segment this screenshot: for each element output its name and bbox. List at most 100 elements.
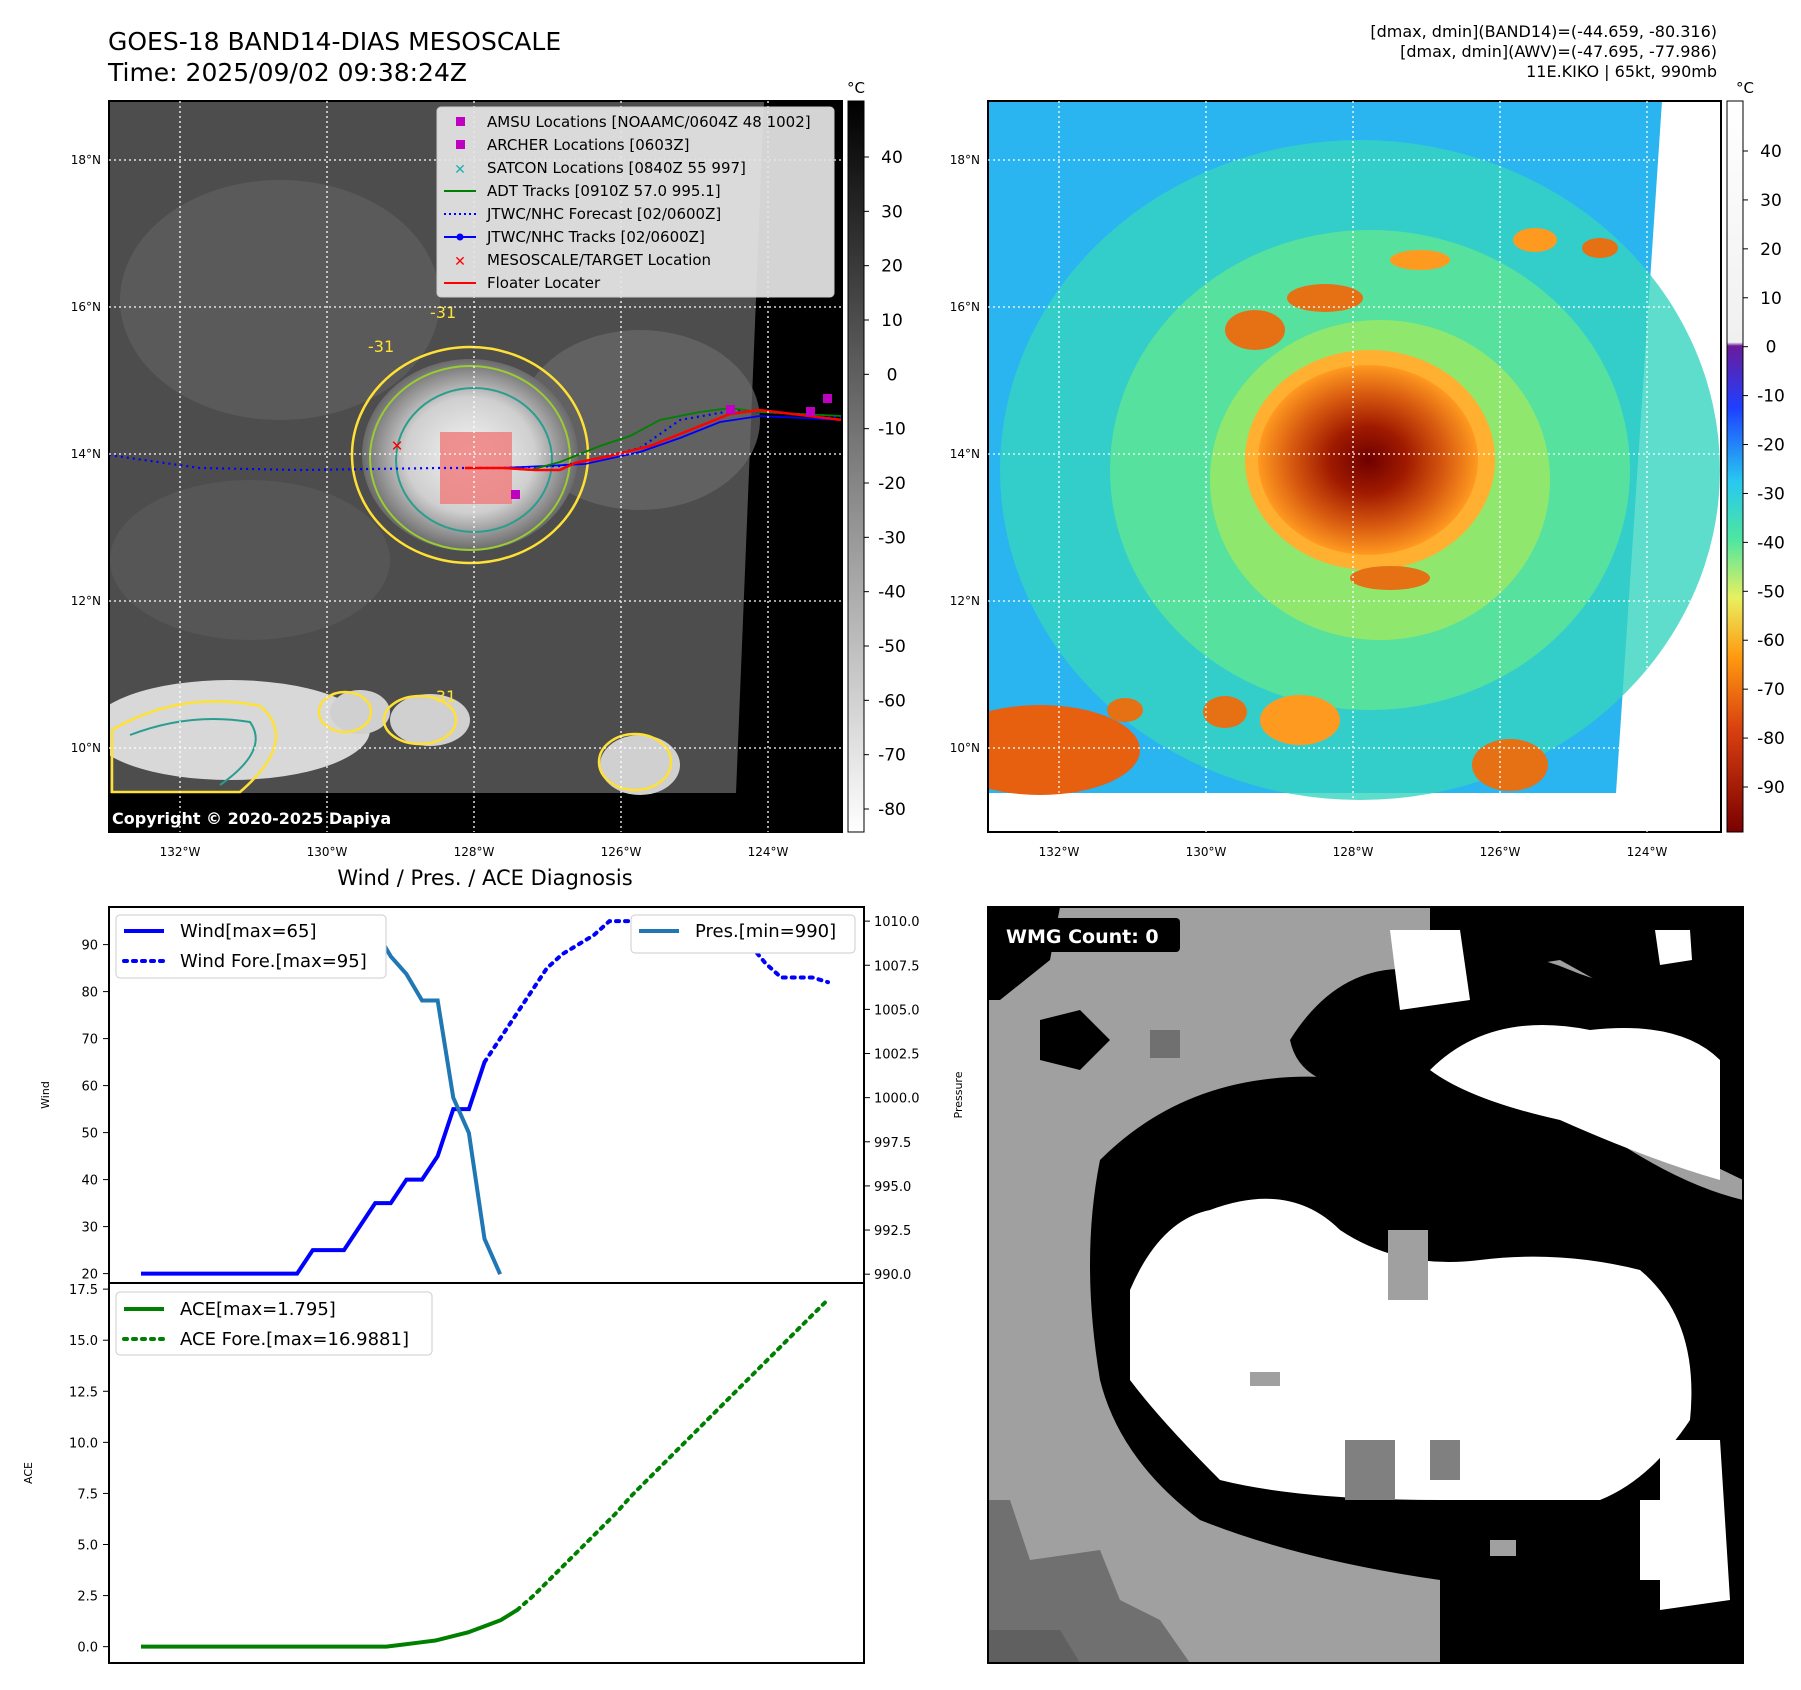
- wmg-panel: WMG Count: 0: [987, 906, 1744, 1664]
- legend-label: ACE Fore.[max=16.9881]: [180, 1329, 409, 1350]
- lon-tick-label: 124°W: [1627, 845, 1668, 859]
- diagnosis-title: Wind / Pres. / ACE Diagnosis: [337, 866, 632, 890]
- ir-legend: AMSU Locations [NOAAMC/0604Z 48 1002] ARC…: [436, 106, 835, 298]
- pressure-tick-label: 992.5: [874, 1224, 911, 1239]
- wind-tick-label: 90: [81, 939, 98, 954]
- colorbar-tick-label: -20: [878, 474, 906, 494]
- legend-label: MESOSCALE/TARGET Location: [487, 251, 711, 269]
- lat-tick-label: 14°N: [950, 447, 980, 461]
- ace-tick-label: 15.0: [69, 1334, 98, 1349]
- ace-tick-label: 12.5: [69, 1385, 98, 1400]
- ace-tick-label: 5.0: [77, 1539, 98, 1554]
- wind-tick-label: 70: [81, 1033, 98, 1048]
- target-marker: ✕: [391, 437, 404, 455]
- colorbar-tick-label: 10: [881, 311, 903, 331]
- wind-tick-label: 40: [81, 1174, 98, 1189]
- colorbar-tick-label: 0: [887, 365, 898, 385]
- lon-tick-label: 130°W: [1186, 845, 1227, 859]
- awv-imagery: [988, 101, 1720, 800]
- awv-colorbar-unit: °C: [1736, 79, 1754, 97]
- lat-tick-label: 14°N: [71, 447, 101, 461]
- pressure-tick-label: 1007.5: [874, 959, 920, 974]
- ace-legend: ACE[max=1.795] ACE Fore.[max=16.9881]: [115, 1291, 433, 1356]
- colorbar-tick-label: -40: [878, 583, 906, 603]
- colorbar-tick-label: -10: [878, 420, 906, 440]
- wmg-cells: [988, 907, 1743, 1663]
- colorbar-tick-label: -60: [1757, 631, 1785, 651]
- legend-marker-square: [456, 117, 465, 126]
- info-line-3: 11E.KIKO | 65kt, 990mb: [1526, 62, 1717, 81]
- colorbar-tick-label: -20: [1757, 436, 1785, 456]
- wind-tick-label: 20: [81, 1268, 98, 1283]
- lat-tick-label: 12°N: [950, 594, 980, 608]
- wind-pressure-panel: 20 30 40 50 60 70 80 90 990.0 992.5 995.0 997.5 1000…: [39, 906, 965, 1284]
- lon-tick-label: 126°W: [1480, 845, 1521, 859]
- ir-panel: -31 -31 -31 ✕ Copyright © 2020-2025 Dapi…: [71, 79, 906, 859]
- lat-tick-label: 18°N: [71, 153, 101, 167]
- legend-label: Pres.[min=990]: [695, 921, 836, 942]
- colorbar-tick-label: -30: [1757, 484, 1785, 504]
- wind-legend: Wind[max=65] Wind Fore.[max=95]: [115, 914, 387, 979]
- colorbar-tick-label: 30: [1760, 191, 1782, 211]
- series-line-ace-fore-: [515, 1297, 830, 1612]
- contour-outer: [350, 345, 590, 565]
- lon-tick-label: 126°W: [601, 845, 642, 859]
- adt-track: [499, 407, 842, 471]
- legend-label: ACE[max=1.795]: [180, 1299, 336, 1320]
- ace-tick-label: 10.0: [69, 1436, 98, 1451]
- lat-tick-label: 16°N: [950, 300, 980, 314]
- pressure-tick-label: 1010.0: [874, 915, 920, 930]
- wind-tick-label: 50: [81, 1127, 98, 1142]
- awv-gridlines: 132°W 130°W 128°W 126°W 124°W 18°N 16°N 14°N 12°…: [950, 101, 1721, 859]
- awv-colorbar: °C 40 30 20 10 0 -10 -20 -30 -40 -50 -60 -70 -80 -90: [1726, 79, 1785, 833]
- colorbar-tick-label: -70: [1757, 680, 1785, 700]
- info-line-1: [dmax, dmin](BAND14)=(-44.659, -80.316): [1370, 22, 1717, 41]
- colorbar-tick-label: 40: [881, 148, 903, 168]
- contour-label: -31: [430, 303, 456, 322]
- lat-tick-label: 10°N: [71, 741, 101, 755]
- colorbar-tick-label: -90: [1757, 778, 1785, 798]
- colorbar-tick-label: 20: [1760, 240, 1782, 260]
- legend-label: JTWC/NHC Forecast [02/0600Z]: [486, 205, 721, 223]
- legend-label: Wind Fore.[max=95]: [180, 951, 367, 972]
- amsu-markers: [511, 394, 832, 499]
- colorbar-tick-label: -60: [878, 691, 906, 711]
- wind-tick-label: 30: [81, 1221, 98, 1236]
- lon-tick-label: 128°W: [1333, 845, 1374, 859]
- pressure-axis-label: Pressure: [952, 1071, 965, 1118]
- legend-marker-square: [456, 140, 465, 149]
- contour-label: -31: [368, 337, 394, 356]
- legend-marker-x: ✕: [454, 162, 466, 178]
- ace-tick-label: 17.5: [69, 1283, 98, 1298]
- title-line-1: GOES-18 BAND14-DIAS MESOSCALE: [108, 27, 562, 56]
- colorbar-tick-label: -50: [878, 637, 906, 657]
- series-line-ace: [141, 1608, 519, 1649]
- lon-tick-label: 130°W: [307, 845, 348, 859]
- legend-label: SATCON Locations [0840Z 55 997]: [487, 159, 746, 177]
- wmg-count-label: WMG Count: 0: [1006, 926, 1159, 948]
- lon-tick-label: 132°W: [160, 845, 201, 859]
- legend-marker-dot: [456, 233, 464, 241]
- ace-tick-label: 2.5: [77, 1590, 98, 1605]
- contour-label: -31: [430, 687, 456, 706]
- pressure-tick-label: 1005.0: [874, 1003, 920, 1018]
- colorbar-tick-label: -40: [1757, 533, 1785, 553]
- legend-label: JTWC/NHC Tracks [02/0600Z]: [486, 228, 705, 246]
- pressure-tick-label: 995.0: [874, 1180, 911, 1195]
- colorbar-tick-label: 30: [881, 202, 903, 222]
- wind-tick-label: 60: [81, 1080, 98, 1095]
- colorbar-tick-label: -70: [878, 746, 906, 766]
- legend-label: AMSU Locations [NOAAMC/0604Z 48 1002]: [487, 113, 811, 131]
- ir-colorbar-unit: °C: [847, 79, 865, 97]
- legend-label: ADT Tracks [0910Z 57.0 995.1]: [487, 182, 721, 200]
- pressure-tick-label: 1000.0: [874, 1092, 920, 1107]
- colorbar-tick-label: -80: [1757, 729, 1785, 749]
- pressure-tick-label: 990.0: [874, 1268, 911, 1283]
- colorbar-tick-label: 20: [881, 257, 903, 277]
- colorbar-tick-label: -10: [1757, 387, 1785, 407]
- pressure-tick-label: 997.5: [874, 1136, 911, 1151]
- ir-colorbar: °C 40 30 20 10 0 -10 -20 -30 -40 -50 -60 -70 -80: [847, 79, 906, 833]
- ace-panel: 0.0 2.5 5.0 7.5 10.0 12.5 15.0 17.5 ACE ACE[max…: [22, 1282, 865, 1664]
- colorbar-tick-label: -30: [878, 528, 906, 548]
